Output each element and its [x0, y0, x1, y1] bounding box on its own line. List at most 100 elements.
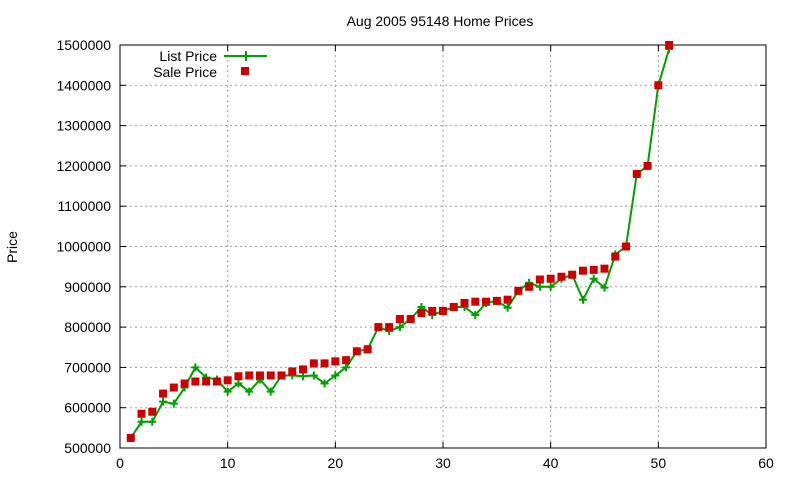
list-price-point — [320, 379, 329, 388]
grid — [120, 45, 766, 448]
legend-marker-list-price — [241, 51, 251, 61]
series-line-list-price — [129, 48, 671, 439]
sale-price-point — [191, 377, 200, 386]
sale-price-point — [525, 282, 534, 291]
sale-price-point — [439, 306, 447, 315]
sale-price-point — [557, 272, 566, 281]
sale-price-point — [126, 433, 135, 442]
legend: List Price Sale Price — [153, 48, 267, 80]
x-tick-label: 50 — [651, 455, 667, 471]
y-tick-label: 900000 — [64, 279, 111, 295]
list-price-point — [589, 274, 598, 283]
y-tick-label: 1000000 — [56, 239, 111, 255]
x-tick-label: 40 — [543, 455, 559, 471]
sale-price-point — [395, 315, 404, 324]
sale-price-point — [428, 306, 437, 315]
sale-price-point — [578, 266, 587, 275]
x-tick-label: 60 — [758, 455, 774, 471]
list-price-point — [503, 303, 512, 312]
sale-price-point — [385, 323, 394, 332]
list-price-point — [600, 283, 609, 292]
y-tick-label: 1100000 — [58, 198, 112, 214]
sale-price-point — [352, 347, 361, 356]
list-price-point — [331, 371, 340, 380]
sale-price-point — [277, 371, 286, 380]
sale-price-point — [212, 377, 221, 386]
sale-price-point — [245, 371, 254, 380]
list-price-point — [535, 282, 544, 291]
sale-price-point — [611, 252, 620, 261]
legend-label-list-price: List Price — [159, 48, 217, 64]
x-tick-label: 20 — [328, 455, 344, 471]
list-price-point — [471, 311, 480, 320]
y-tick-label: 600000 — [64, 400, 111, 416]
sale-price-point — [622, 242, 631, 251]
sale-price-point — [589, 265, 598, 274]
sale-price-point — [320, 359, 329, 368]
y-tick-label: 700000 — [64, 359, 111, 375]
sale-price-point — [471, 297, 480, 306]
sale-price-point — [180, 379, 189, 388]
sale-price-point — [546, 274, 555, 283]
list-price-point — [546, 282, 555, 291]
y-tick-label: 800000 — [64, 319, 111, 335]
list-price-point — [309, 371, 318, 380]
sale-price-point — [482, 297, 491, 306]
sale-price-point — [503, 295, 512, 304]
list-price-point — [395, 323, 404, 332]
list-price-point — [342, 363, 351, 372]
axis-ticks: 0 10 20 30 40 50 60 500000 600000 700000 800000 900… — [56, 37, 774, 471]
sale-price-point — [266, 371, 275, 380]
list-price-point — [299, 372, 308, 381]
sale-price-point — [202, 377, 211, 386]
sale-price-point — [449, 302, 458, 311]
y-tick-label: 1200000 — [56, 158, 111, 174]
list-price-point — [223, 387, 232, 396]
sale-price-point — [331, 357, 340, 366]
legend-marker-sale-price — [241, 67, 249, 75]
list-price-point — [578, 295, 587, 304]
sale-price-point — [374, 323, 383, 332]
sale-price-point — [309, 359, 318, 368]
sale-price-point — [288, 367, 297, 376]
sale-price-point — [169, 383, 178, 392]
sale-price-point — [148, 407, 157, 416]
y-tick-label: 1400000 — [56, 77, 111, 93]
sale-price-point — [363, 345, 372, 354]
list-price-point — [245, 387, 254, 396]
list-price-point — [169, 399, 178, 408]
list-price-point — [148, 417, 157, 426]
y-axis-label: Price — [4, 231, 20, 263]
list-price-point — [266, 387, 275, 396]
x-tick-label: 10 — [220, 455, 236, 471]
sale-price-point — [137, 409, 146, 418]
sale-price-point — [665, 41, 674, 49]
list-price-point — [137, 417, 146, 426]
list-price-point — [191, 363, 200, 372]
sale-price-point — [223, 376, 232, 385]
sale-price-point — [299, 365, 308, 374]
sale-price-point — [514, 286, 523, 295]
sale-price-point — [643, 161, 652, 170]
series — [126, 41, 674, 442]
y-tick-label: 1500000 — [56, 37, 111, 53]
x-tick-label: 0 — [116, 455, 124, 471]
chart-title: Aug 2005 95148 Home Prices — [347, 13, 534, 29]
sale-price-point — [234, 372, 243, 381]
list-price-point — [159, 397, 168, 406]
list-price-point — [234, 379, 243, 388]
x-tick-label: 30 — [435, 455, 451, 471]
sale-price-point — [406, 315, 415, 324]
sale-price-point — [600, 264, 609, 273]
sale-price-point — [632, 169, 641, 178]
y-tick-label: 500000 — [64, 440, 111, 456]
plot-frame — [119, 44, 767, 449]
legend-label-sale-price: Sale Price — [153, 64, 217, 80]
sale-price-point — [342, 356, 351, 365]
sale-price-point — [255, 371, 264, 380]
sale-price-point — [535, 275, 544, 284]
sale-price-point — [417, 308, 426, 317]
sale-price-point — [460, 298, 469, 307]
sale-price-point — [654, 81, 663, 90]
